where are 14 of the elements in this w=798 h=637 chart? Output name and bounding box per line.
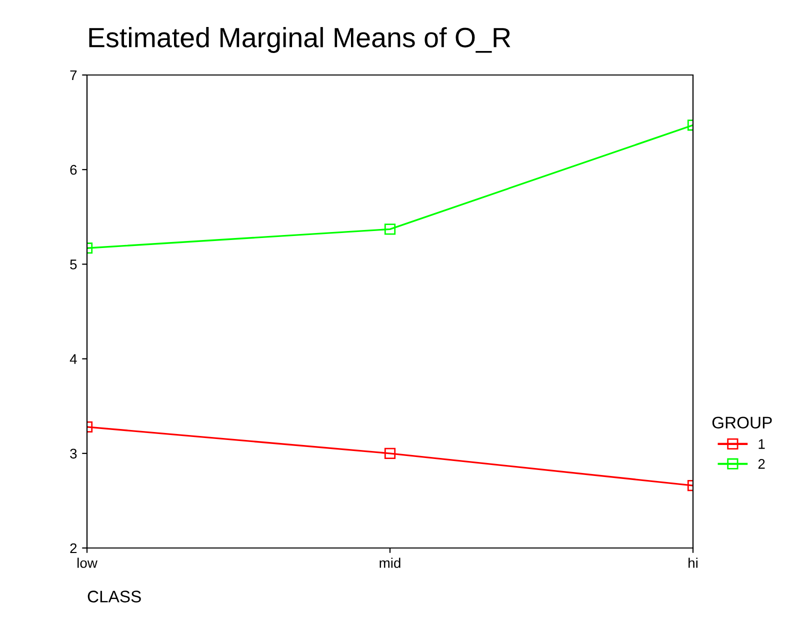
y-tick-label: 2 [70, 543, 77, 554]
x-tick-label: low [78, 558, 98, 568]
y-tick-label: 4 [70, 354, 77, 364]
x-axis-title: CLASS [88, 590, 141, 602]
y-tick-label: 7 [70, 70, 77, 80]
y-tick-label: 5 [70, 260, 77, 270]
y-tick-label: 3 [70, 448, 77, 459]
legend-label: 1 [758, 439, 765, 449]
x-tick-label: hi [688, 558, 698, 568]
legend-label: 2 [758, 459, 765, 469]
legend-title: GROUP [712, 416, 772, 429]
chart-title: Estimated Marginal Means of O_R [89, 27, 510, 53]
y-tick-label: 6 [70, 164, 77, 175]
x-tick-label: mid [380, 558, 400, 568]
